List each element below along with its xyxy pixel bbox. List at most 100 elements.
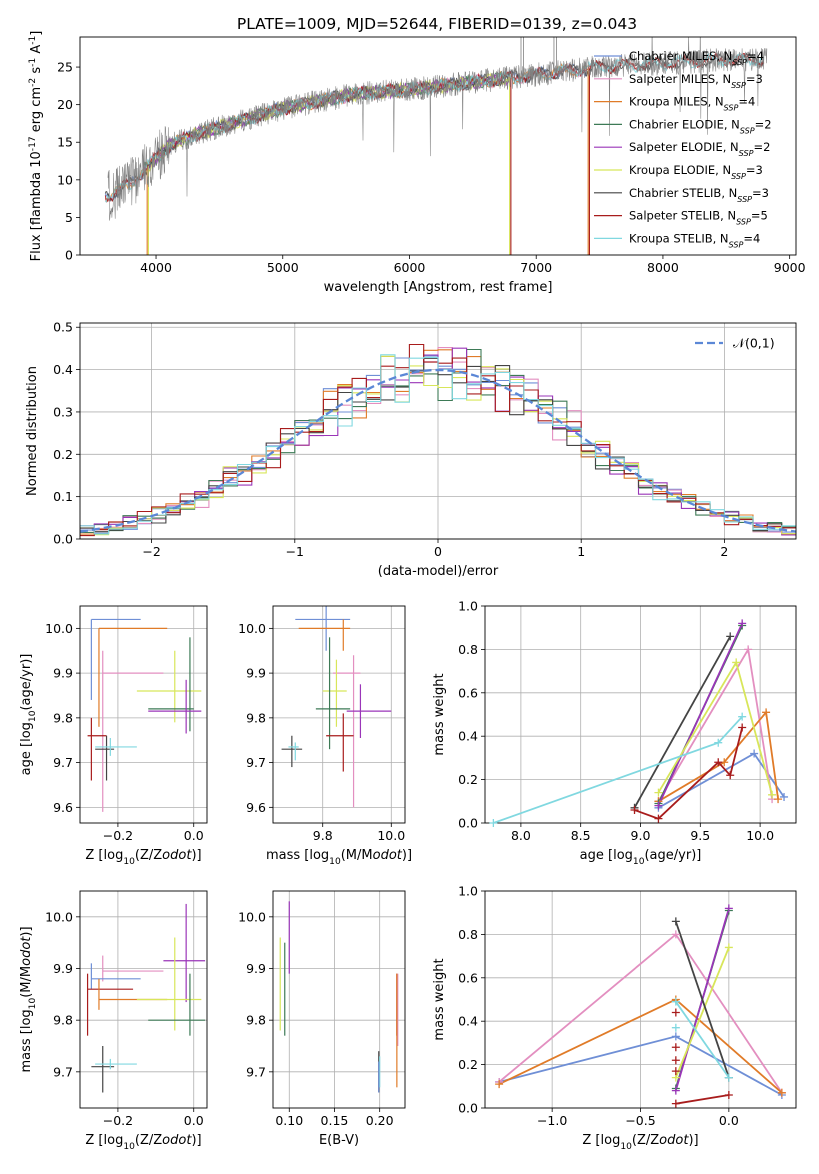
weight-vs-age-marker-1-1 (744, 645, 753, 654)
age-vs-mass-point-3 (322, 659, 347, 727)
mass-vs-ebv-ytick-label-3: 10.0 (238, 909, 266, 924)
weight-vs-z-ytick-label-1: 0.2 (458, 1057, 478, 1072)
weight-vs-age-ylabel: mass weight (432, 673, 447, 755)
spectrum-xtick-label-1: 5000 (267, 260, 299, 275)
spectrum-legend-label-7: Salpeter STELIB, NSSP=5 (629, 209, 768, 227)
weight-vs-age-marker-4-0 (654, 801, 663, 810)
mass-vs-z-chart: −0.2 0.0 9.7 9.8 9.9 10.0 Z [log10(Z/Zodot)] ma… (19, 890, 208, 1152)
residuals-xtick-label-0: −2 (142, 544, 160, 559)
mass-vs-ebv-xtick-label-0: 0.10 (275, 1113, 303, 1128)
spectrum-xtick-label-0: 4000 (140, 260, 172, 275)
weight-vs-z-extra-marker-7-1 (671, 1056, 680, 1065)
age-vs-z-ytick-label-1: 9.7 (53, 755, 73, 770)
weight-vs-age-marker-5-0 (654, 788, 663, 797)
weight-vs-z-xlabel: Z [log10(Z/Zodot)] (582, 1133, 698, 1152)
weight-vs-z-xtick-label-2: 0.0 (719, 1113, 739, 1128)
spectrum-xtick-label-5: 9000 (774, 260, 806, 275)
weight-vs-age-xtick-label-2: 9.0 (631, 828, 651, 843)
weight-vs-z-marker-8-0 (671, 997, 680, 1006)
weight-vs-z-marker-4-0 (671, 1086, 680, 1095)
weight-vs-z-marker-2-2 (777, 1088, 786, 1097)
spectrum-data-line (107, 37, 768, 221)
residuals-frame (79, 322, 797, 540)
mass-vs-z-ytick-label-1: 9.8 (53, 1013, 73, 1028)
age-vs-z-point-6 (87, 717, 107, 781)
weight-vs-age-xtick-label-1: 8.5 (571, 828, 591, 843)
mass-vs-z-frame (79, 890, 208, 1109)
mass-vs-z-point-6 (148, 973, 206, 1036)
weight-vs-z-marker-1-1 (671, 930, 680, 939)
residuals-xtick-label-1: −1 (286, 544, 304, 559)
spectrum-legend-label-2: Kroupa MILES, NSSP=4 (629, 95, 755, 113)
mass-vs-z-point-0 (163, 903, 206, 1003)
age-vs-z-point-8 (95, 737, 137, 756)
weight-vs-age-frame (484, 605, 797, 824)
spectrum-legend-label-8: Kroupa STELIB, NSSP=4 (629, 231, 760, 249)
weight-vs-age-marker-7-2 (714, 758, 723, 767)
spectrum-xtick-label-2: 6000 (394, 260, 426, 275)
weight-vs-z-extra-marker-7-3 (671, 1008, 680, 1017)
weight-vs-age-marker-2-3 (774, 795, 783, 804)
mass-vs-ebv-ytick-label-1: 9.8 (246, 1013, 266, 1028)
weight-vs-z-xtick-label-1: −0.5 (625, 1113, 655, 1128)
weight-vs-age-line-2 (657, 710, 779, 803)
weight-vs-z-marker-2-0 (495, 1080, 504, 1089)
residuals-legend: 𝒩(0,1) (695, 336, 775, 351)
weight-vs-age-line-8 (493, 716, 743, 823)
mass-vs-ebv-xtick-label-2: 0.20 (366, 1113, 394, 1128)
weight-vs-age-marker-4-1 (738, 619, 747, 628)
weight-vs-z-xtick-label-0: −1.0 (537, 1113, 567, 1128)
weight-vs-age-marker-2-2 (762, 708, 771, 717)
spectrum-model-line-2 (104, 63, 590, 203)
residuals-ytick-label-3: 0.3 (53, 404, 73, 419)
spectrum-ytick-label-2: 10 (57, 172, 73, 187)
mass-vs-ebv-xtick-label-1: 0.15 (321, 1113, 349, 1128)
spectrum-legend-label-6: Chabrier STELIB, NSSP=3 (629, 186, 769, 204)
age-vs-mass-point-4 (315, 637, 351, 750)
spectrum-xtick-label-4: 8000 (647, 260, 679, 275)
weight-vs-age-ytick-label-3: 0.6 (458, 685, 478, 700)
spectrum-xlabel: wavelength [Angstrom, rest frame] (324, 280, 553, 295)
age-vs-z-ylabel: age [log10(age/yr)] (19, 654, 38, 776)
age-vs-mass-point-1 (298, 619, 351, 651)
age-vs-z-ytick-label-0: 9.6 (53, 800, 73, 815)
spectrum-ytick-label-3: 15 (57, 135, 73, 150)
weight-vs-age-marker-0-1 (750, 749, 759, 758)
age-vs-mass-point-6 (326, 713, 354, 772)
residuals-ytick-label-0: 0.0 (53, 532, 73, 547)
weight-vs-age-marker-5-1 (732, 658, 741, 667)
mass-vs-z-xlabel: Z [log10(Z/Zodot)] (85, 1133, 201, 1152)
weight-vs-age-marker-8-2 (738, 712, 747, 721)
mass-vs-ebv-ytick-label-0: 9.7 (246, 1064, 266, 1079)
age-vs-mass-point-2 (333, 655, 361, 808)
mass-vs-ebv-frame (272, 890, 406, 1109)
age-vs-mass-plot-area (281, 606, 392, 808)
spectrum-ytick-label-4: 20 (57, 97, 73, 112)
spectrum-legend-label-0: Chabrier MILES, NSSP=4 (629, 49, 764, 67)
residuals-legend-label: 𝒩(0,1) (733, 336, 775, 351)
age-vs-z-point-4 (148, 637, 194, 732)
weight-vs-age-marker-6-1 (726, 632, 735, 641)
weight-vs-z-extra-marker-7-2 (671, 1043, 680, 1052)
age-vs-z-point-2 (102, 650, 164, 812)
weight-vs-z-chart: −1.0 −0.5 0.0 0.0 0.2 0.4 0.6 0.8 1.0 Z [log10(Z/… (432, 884, 797, 1152)
mass-vs-z-point-8 (95, 1058, 137, 1070)
mass-vs-z-point-3 (86, 973, 134, 1036)
weight-vs-age-ytick-label-5: 1.0 (458, 599, 478, 614)
residuals-chart: −2 −1 0 1 2 0.0 0.1 0.2 0.3 0.4 0.5 (data-model)/er… (25, 320, 797, 579)
weight-vs-z-extra-marker-7-0 (671, 1067, 680, 1076)
weight-vs-age-line-4 (657, 623, 744, 806)
weight-vs-age-marker-7-3 (726, 771, 735, 780)
residuals-hist-8 (80, 354, 796, 535)
age-vs-mass-ytick-label-4: 10.0 (238, 621, 266, 636)
age-vs-mass-chart: 9.8 10.0 9.6 9.7 9.8 9.9 10.0 mass [log10(M/Mod… (238, 605, 412, 867)
mass-vs-z-point-2 (90, 963, 141, 990)
weight-vs-z-marker-5-1 (724, 943, 733, 952)
mass-vs-z-ytick-label-3: 10.0 (45, 909, 73, 924)
age-vs-z-point-7 (95, 735, 115, 781)
weight-vs-z-line-6 (674, 921, 730, 1078)
age-vs-z-xtick-label-1: 0.0 (184, 828, 204, 843)
weight-vs-z-line-7 (675, 1094, 730, 1105)
mass-vs-z-ylabel: mass [log10(M/Modot)] (19, 926, 38, 1072)
age-vs-z-plot-area (87, 618, 202, 812)
